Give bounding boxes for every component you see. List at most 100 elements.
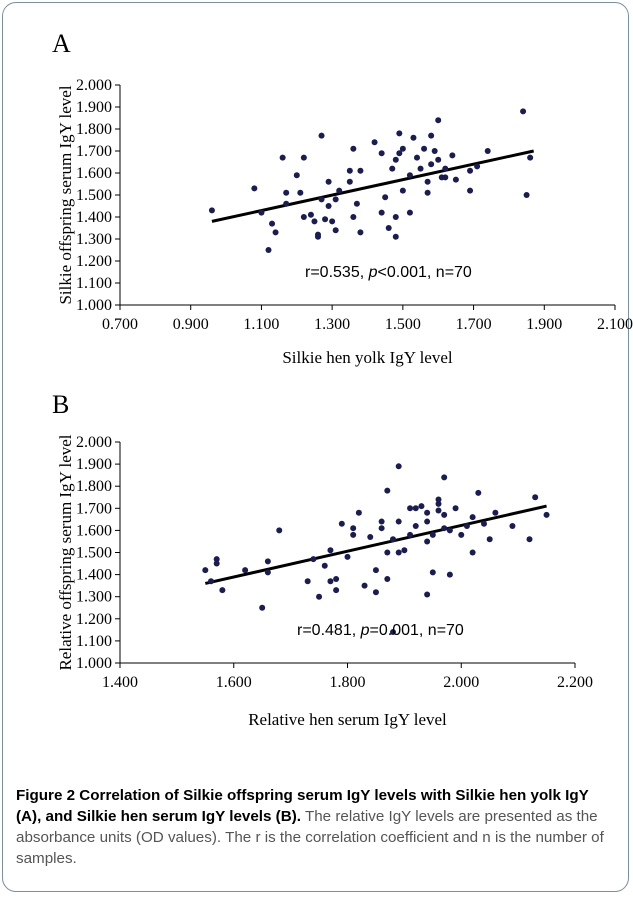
data-point: [469, 549, 476, 556]
data-point: [242, 567, 249, 574]
data-point: [492, 509, 499, 516]
data-point: [279, 154, 286, 161]
data-point: [310, 556, 317, 563]
trend-line: [204, 504, 547, 585]
data-point: [449, 152, 456, 159]
data-point: [344, 553, 351, 560]
data-point: [401, 547, 408, 554]
data-point: [259, 604, 266, 611]
data-point: [424, 538, 431, 545]
data-point: [428, 132, 435, 139]
y-axis-title: Silkie offspring serum IgY level: [56, 85, 75, 304]
data-point: [353, 200, 360, 207]
data-point: [384, 487, 391, 494]
data-point: [469, 514, 476, 521]
data-point: [361, 582, 368, 589]
data-point: [392, 233, 399, 240]
data-point: [297, 189, 304, 196]
x-tick-label: 2.000: [443, 674, 479, 691]
data-point: [424, 518, 431, 525]
data-point: [395, 518, 402, 525]
data-point: [474, 163, 481, 170]
x-tick-label: 1.500: [385, 316, 421, 333]
data-point: [458, 531, 465, 538]
data-point: [315, 231, 321, 238]
x-tick-label: 1.900: [526, 316, 562, 333]
data-point: [338, 520, 345, 527]
data-point: [332, 196, 339, 203]
data-point: [414, 154, 420, 161]
data-point: [276, 527, 283, 534]
y-tick-label: 1.300: [76, 231, 112, 248]
data-point: [332, 227, 339, 234]
correlation-annotation: r=0.535, p<0.001, n=70: [305, 264, 472, 281]
y-tick-label: 1.900: [76, 99, 112, 116]
data-point: [389, 165, 396, 172]
data-point: [321, 562, 328, 569]
data-point: [527, 154, 534, 161]
x-tick-label: 1.300: [314, 316, 350, 333]
data-point: [441, 511, 448, 518]
data-point: [452, 505, 459, 512]
data-point: [307, 211, 314, 218]
data-point: [435, 507, 442, 514]
data-point: [213, 560, 220, 567]
data-point: [327, 547, 334, 554]
data-point: [371, 139, 378, 146]
data-point: [258, 209, 265, 216]
data-point: [392, 214, 399, 220]
data-point: [264, 569, 271, 576]
data-point: [452, 176, 459, 183]
panel-a-letter: A: [52, 29, 71, 58]
data-point: [372, 567, 379, 574]
annotation-p-rest: <0.001, n=70: [378, 264, 472, 281]
data-point: [396, 150, 403, 157]
chart-panel-a: 1.000 1.100 1.200 1.300 1.400 1.500 1.600 1.700…: [56, 77, 633, 367]
y-axis-title: Relative offspring serum IgY level: [56, 434, 75, 670]
x-tick-label: 1.100: [243, 316, 279, 333]
data-point: [523, 192, 530, 198]
data-point: [382, 194, 389, 201]
y-tick-label: 1.200: [76, 611, 112, 628]
y-tick-label: 1.500: [76, 187, 112, 204]
data-point: [399, 145, 406, 152]
data-point: [390, 629, 396, 636]
data-point: [441, 525, 448, 532]
data-point: [424, 178, 431, 185]
x-tick-label: 2.200: [557, 674, 593, 691]
y-tick-label: 1.900: [76, 456, 112, 473]
x-tick-label: 1.800: [330, 674, 366, 691]
x-axis-title: Relative hen serum IgY level: [248, 710, 447, 729]
correlation-annotation: r=0.481, p=0.001, n=70: [297, 622, 464, 639]
data-point: [333, 576, 340, 583]
data-point: [484, 148, 491, 154]
data-point: [467, 167, 474, 174]
data-point: [442, 165, 449, 172]
data-point: [526, 536, 533, 543]
y-tick-label: 1.100: [76, 633, 112, 650]
annotation-p-rest: =0.001, n=70: [370, 622, 464, 639]
data-point: [318, 132, 325, 139]
x-tick-label: 0.700: [102, 316, 138, 333]
data-point: [269, 220, 276, 227]
y-tick-label: 1.700: [76, 143, 112, 160]
data-point: [410, 134, 417, 141]
panel-b-letter: B: [52, 390, 69, 419]
data-point: [385, 225, 392, 231]
data-point: [333, 587, 340, 594]
caption-body: The relative IgY levels are presented as…: [16, 808, 604, 867]
annotation-r: r=0.481,: [297, 622, 361, 639]
data-point: [350, 145, 357, 152]
x-tick-label: 1.700: [456, 316, 492, 333]
y-tick-label: 1.200: [76, 253, 112, 270]
data-point: [384, 549, 391, 556]
chart-panel-b: 1.000 1.100 1.200 1.300 1.400 1.500 1.600 1.700…: [56, 434, 593, 729]
data-point: [325, 178, 332, 185]
data-point: [336, 187, 343, 194]
y-tick-label: 1.600: [76, 165, 112, 182]
data-point: [424, 591, 431, 598]
y-tick-label: 1.400: [76, 567, 112, 584]
data-point: [467, 187, 474, 194]
data-point: [446, 527, 453, 534]
